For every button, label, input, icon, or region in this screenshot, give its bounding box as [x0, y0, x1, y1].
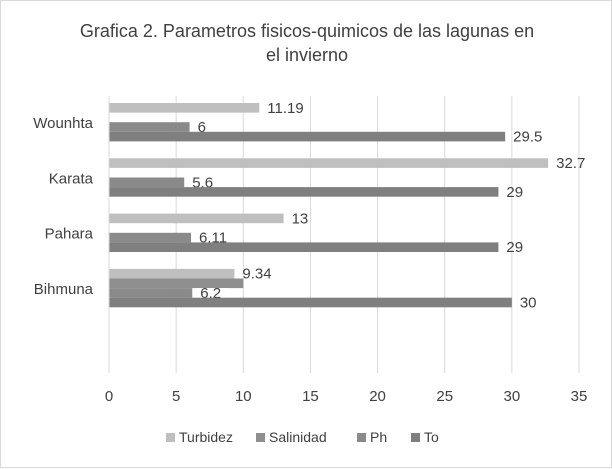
legend-label: Salinidad	[269, 429, 327, 445]
chart-title-line-2: el invierno	[265, 45, 349, 65]
data-label: 9.34	[242, 266, 271, 283]
data-label: 5.6	[192, 174, 213, 191]
data-label-background	[195, 232, 238, 243]
bar-to	[109, 297, 512, 308]
category-label: Bihmuna	[34, 281, 94, 298]
data-label: 13	[292, 210, 309, 227]
data-label: 11.19	[267, 100, 303, 117]
bar-to	[109, 242, 499, 252]
bar-to	[109, 187, 499, 197]
category-label: Pahara	[45, 226, 94, 243]
data-label: 30	[520, 295, 537, 312]
x-tick-label: 30	[504, 388, 521, 405]
bar-ph	[109, 177, 185, 188]
x-tick-label: 15	[302, 388, 319, 405]
bar-ph	[109, 232, 192, 243]
bar-salinidad	[109, 278, 244, 289]
chart-title: Grafica 2. Parametros fisicos-quimicos d…	[1, 19, 612, 67]
data-label: 29	[506, 239, 523, 256]
data-label: 6.11	[199, 230, 227, 247]
legend-swatch-ph	[357, 433, 366, 442]
data-label: 29	[506, 184, 523, 201]
x-tick-label: 20	[369, 388, 386, 405]
legend-label: Ph	[370, 429, 387, 445]
x-tick-label: 25	[436, 388, 453, 405]
legend-label: To	[424, 429, 439, 445]
bar-ph	[109, 288, 193, 298]
category-label: Karata	[49, 170, 94, 187]
x-tick-label: 35	[571, 388, 588, 405]
bar-turbidez	[109, 158, 549, 168]
x-tick-label: 5	[172, 388, 180, 405]
legend-label: Turbidez	[179, 429, 233, 445]
category-label: Wounhta	[33, 115, 93, 132]
bar-turbidez	[109, 213, 284, 224]
legend-swatch-salinidad	[256, 433, 265, 442]
data-label: 6.2	[200, 285, 221, 302]
chart-title-line-1: Grafica 2. Parametros fisicos-quimicos d…	[79, 21, 535, 41]
x-tick-label: 0	[105, 388, 113, 405]
bar-ph	[109, 122, 190, 132]
legend-swatch-to	[411, 433, 420, 442]
legend-swatch-turbidez	[166, 433, 175, 442]
data-label: 32.7	[556, 155, 585, 172]
data-label-background	[193, 122, 211, 132]
x-tick-label: 10	[235, 388, 252, 405]
bar-turbidez	[109, 103, 260, 113]
bar-turbidez	[109, 268, 235, 279]
data-label: 6	[198, 119, 206, 136]
data-label-background	[188, 177, 222, 188]
data-label-background	[196, 288, 230, 298]
data-label: 29.5	[513, 129, 542, 146]
bar-to	[109, 131, 506, 142]
